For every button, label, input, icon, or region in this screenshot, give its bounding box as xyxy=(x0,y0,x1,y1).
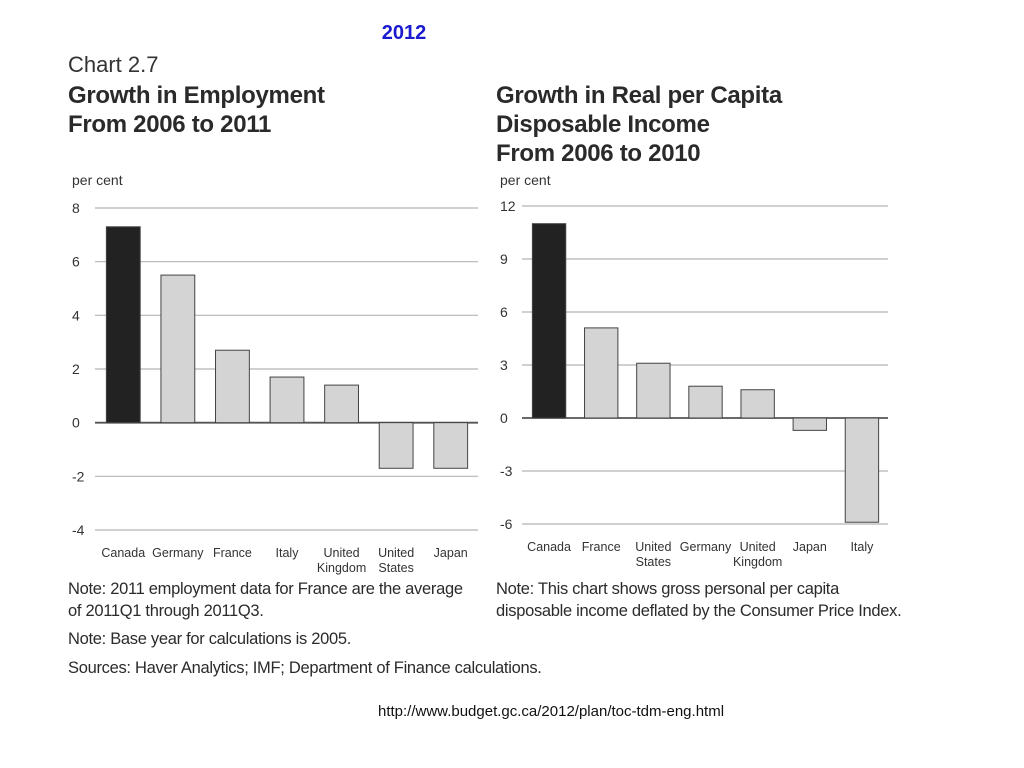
title-line: From 2006 to 2010 xyxy=(496,140,701,167)
x-category-label: Italy xyxy=(850,540,874,554)
chart-number: Chart 2.7 xyxy=(68,52,159,77)
bar xyxy=(844,417,880,523)
y-tick-label: 2 xyxy=(72,361,80,377)
title-line: Growth in Employment xyxy=(68,82,325,109)
bar xyxy=(531,223,567,419)
income-chart-title: Growth in Real per Capita Disposable Inc… xyxy=(496,81,782,168)
y-tick-label: 3 xyxy=(500,357,508,373)
y-tick-label: 12 xyxy=(500,198,516,214)
income-note: Note: This chart shows gross personal pe… xyxy=(496,578,902,622)
bar xyxy=(740,389,775,419)
employment-y-axis-label: per cent xyxy=(72,172,123,188)
x-category-label: Germany xyxy=(152,546,204,560)
x-category-label: Canada xyxy=(101,546,145,560)
x-category-label: Canada xyxy=(527,540,571,554)
y-tick-label: -6 xyxy=(500,516,513,532)
source-url: http://www.budget.gc.ca/2012/plan/toc-td… xyxy=(378,703,725,720)
x-category-label: Kingdom xyxy=(317,561,366,575)
x-category-label: Japan xyxy=(434,546,468,560)
x-category-label: States xyxy=(636,555,671,569)
bar xyxy=(324,384,359,424)
bar xyxy=(378,422,414,469)
y-tick-label: 6 xyxy=(72,254,80,270)
y-tick-label: 4 xyxy=(72,307,80,323)
note-line: disposable income deflated by the Consum… xyxy=(496,602,902,620)
bar xyxy=(433,422,469,469)
title-line: Growth in Real per Capita xyxy=(496,82,782,109)
x-category-label: France xyxy=(213,546,252,560)
y-tick-label: -4 xyxy=(72,522,85,538)
x-category-label: United xyxy=(378,546,414,560)
bar xyxy=(269,376,305,424)
note-line: Note: This chart shows gross personal pe… xyxy=(496,580,839,598)
y-tick-label: 6 xyxy=(500,304,508,320)
bar xyxy=(160,274,196,424)
note-line: of 2011Q1 through 2011Q3. xyxy=(68,602,264,620)
y-tick-label: -2 xyxy=(72,468,85,484)
sources-note: Sources: Haver Analytics; IMF; Departmen… xyxy=(68,659,542,677)
x-category-label: United xyxy=(324,546,360,560)
y-tick-label: 8 xyxy=(72,200,80,216)
x-category-label: Japan xyxy=(793,540,827,554)
x-category-label: States xyxy=(378,561,413,575)
y-tick-label: 0 xyxy=(500,410,508,426)
year-heading: 2012 xyxy=(381,22,427,44)
bar xyxy=(688,385,723,419)
income-y-axis-label: per cent xyxy=(500,172,551,188)
bar xyxy=(636,362,671,419)
y-tick-label: 0 xyxy=(72,415,80,431)
bar xyxy=(105,226,141,424)
title-line: Disposable Income xyxy=(496,111,710,138)
x-category-label: Italy xyxy=(276,546,300,560)
bar xyxy=(584,327,619,419)
note-line: Note: 2011 employment data for France ar… xyxy=(68,580,463,598)
employment-note: Note: 2011 employment data for France ar… xyxy=(68,578,463,622)
employment-chart-title: Growth in Employment From 2006 to 2011 xyxy=(68,81,325,139)
y-tick-label: 9 xyxy=(500,251,508,267)
x-category-label: United xyxy=(635,540,671,554)
title-line: From 2006 to 2011 xyxy=(68,111,272,138)
x-category-label: France xyxy=(582,540,621,554)
x-category-label: Kingdom xyxy=(733,555,782,569)
x-category-label: United xyxy=(740,540,776,554)
bar xyxy=(792,417,827,431)
base-year-note: Note: Base year for calculations is 2005… xyxy=(68,630,352,648)
y-tick-label: -3 xyxy=(500,463,513,479)
bar xyxy=(215,349,250,424)
x-category-label: Germany xyxy=(680,540,732,554)
